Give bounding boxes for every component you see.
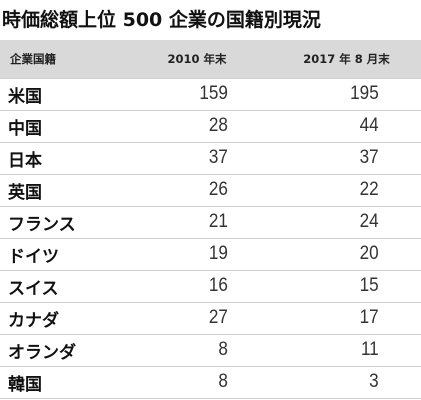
cell-2017: 195	[350, 83, 379, 104]
cell-country: 中国	[8, 118, 42, 139]
header-2017: 2017 年 8 月末	[303, 51, 390, 66]
cell-2017: 11	[360, 339, 379, 360]
header-country: 企業国籍	[10, 51, 56, 66]
cell-country: カナダ	[8, 310, 59, 331]
cell-2017: 24	[359, 211, 379, 232]
table-header: 企業国籍 2010 年末 2017 年 8 月末	[0, 40, 421, 78]
cell-2017: 15	[359, 275, 379, 296]
cell-country: スイス	[8, 278, 59, 299]
cell-2017: 44	[359, 115, 379, 136]
table-row: オランダ 8 11	[0, 334, 421, 366]
table-row: フランス 21 24	[0, 206, 421, 238]
table-row: 日本 37 37	[0, 142, 421, 174]
cell-2017: 3	[369, 371, 379, 392]
market-cap-table: 企業国籍 2010 年末 2017 年 8 月末 米国 159 195 中国 2…	[0, 40, 421, 399]
table-row: カナダ 27 17	[0, 302, 421, 334]
cell-2010: 19	[208, 243, 228, 264]
cell-2017: 22	[359, 179, 379, 200]
cell-country: オランダ	[8, 342, 76, 363]
cell-country: 韓国	[8, 374, 42, 395]
table-row: 英国 26 22	[0, 174, 421, 206]
cell-2010: 27	[208, 307, 228, 328]
cell-2010: 8	[218, 371, 228, 392]
page-title: 時価総額上位 500 企業の国籍別現況	[2, 9, 321, 31]
cell-2017: 37	[359, 147, 379, 168]
table-row: 米国 159 195	[0, 78, 421, 110]
header-row: 企業国籍 2010 年末 2017 年 8 月末	[0, 40, 421, 78]
cell-2010: 28	[208, 115, 228, 136]
table-body: 米国 159 195 中国 28 44 日本 37 37 英国 26 22 フラ…	[0, 78, 421, 398]
cell-2017: 20	[359, 243, 379, 264]
cell-2010: 159	[199, 83, 228, 104]
cell-country: フランス	[8, 214, 76, 235]
cell-2010: 21	[208, 211, 228, 232]
cell-2010: 16	[208, 275, 228, 296]
cell-2010: 8	[218, 339, 228, 360]
header-2010: 2010 年末	[167, 51, 227, 66]
cell-2017: 17	[359, 307, 379, 328]
table-row: ドイツ 19 20	[0, 238, 421, 270]
table-row: 韓国 8 3	[0, 366, 421, 398]
cell-country: ドイツ	[8, 246, 59, 267]
cell-2010: 26	[208, 179, 228, 200]
cell-country: 日本	[8, 150, 42, 171]
table-row: スイス 16 15	[0, 270, 421, 302]
cell-2010: 37	[208, 147, 228, 168]
cell-country: 米国	[8, 86, 42, 107]
table-row: 中国 28 44	[0, 110, 421, 142]
cell-country: 英国	[8, 182, 42, 203]
